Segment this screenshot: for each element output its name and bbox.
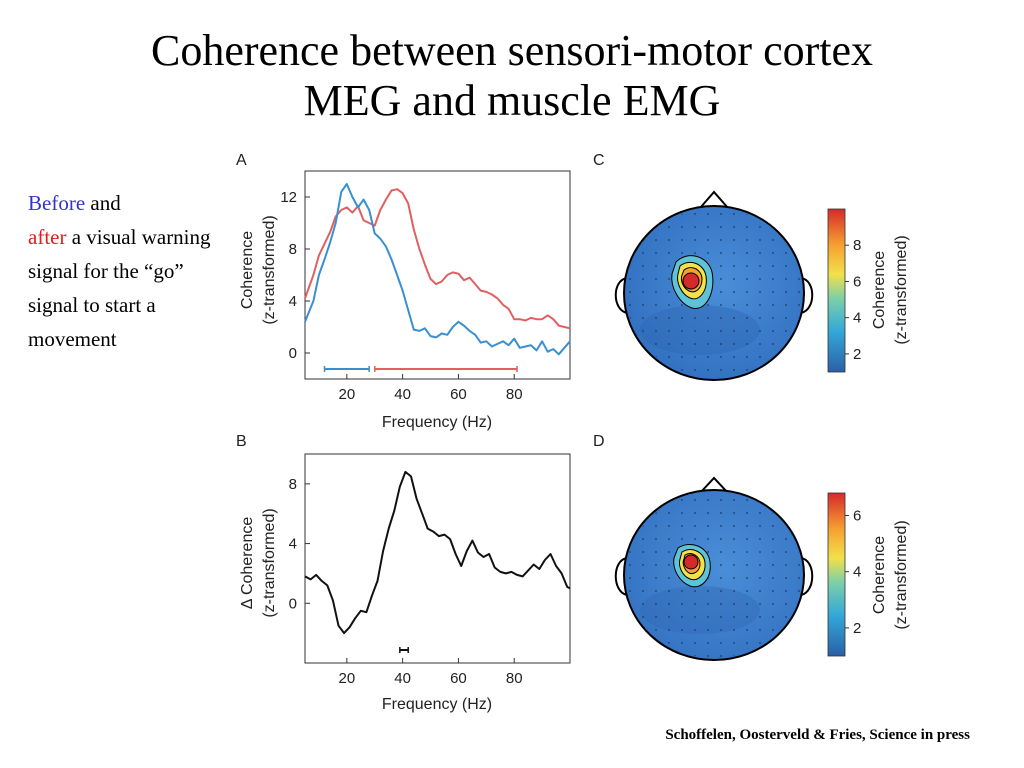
- series-line: [304, 188, 571, 330]
- panel-b-significance-bars: [399, 647, 409, 653]
- panel-a-y-axis-label-line-1: Coherence: [239, 231, 256, 309]
- y-tick-label: 4: [289, 293, 297, 310]
- panel-c-colorbar-label-line-1: Coherence: [871, 251, 888, 329]
- panel-b-series: [304, 470, 571, 635]
- side-note: Before and after a visual warning signal …: [28, 186, 218, 356]
- panel-b-frame: [304, 453, 571, 664]
- colorbar-tick-label: 4: [853, 310, 861, 327]
- x-tick-label: 40: [394, 670, 411, 687]
- panel-c-peak: [682, 272, 700, 290]
- panel-b-y-axis-label-line-1: Δ Coherence: [239, 517, 256, 610]
- panel-b-line-chart: 20 40 60 80 0 4 8 Frequency (Hz) Δ Coherence (…: [239, 453, 571, 713]
- colorbar-tick-label: 4: [853, 564, 861, 581]
- panel-d-sensor-array: [626, 492, 802, 658]
- colorbar-tick-label: 2: [853, 346, 861, 363]
- note-and-word: and: [85, 191, 121, 215]
- note-before-word: Before: [28, 191, 86, 215]
- panel-d-topography: 2 4 6 Coherence (z-transformed): [614, 476, 910, 661]
- slide-title-line-1: Coherence between sensori-motor cortex: [150, 26, 874, 75]
- panel-c-colorbar-ticks: 2 4 6 8: [845, 237, 861, 363]
- panel-d-colorbar-label-line-1: Coherence: [871, 536, 888, 614]
- panel-a-x-axis-label: Frequency (Hz): [382, 414, 492, 431]
- x-tick-label: 80: [506, 670, 523, 687]
- x-tick-label: 60: [450, 386, 467, 403]
- y-tick-label: 8: [289, 241, 297, 258]
- x-tick-label: 40: [394, 386, 411, 403]
- x-tick-label: 20: [338, 670, 355, 687]
- panel-c-hotspot: [671, 255, 714, 309]
- panel-d-colorbar-ticks: 2 4 6: [845, 507, 861, 637]
- panel-label-b: B: [236, 433, 247, 450]
- panel-c-sensor-array: [626, 208, 802, 378]
- panel-a-line-chart: 20 40 60 80 0 4 8 12 Frequency (Hz) Coherence (…: [239, 170, 571, 431]
- note-rest-text: a visual warning signal for the “go” sig…: [28, 225, 211, 351]
- panel-b-y-axis-label-line-2: (z-transformed): [261, 508, 278, 617]
- panel-d-colorbar-label-line-2: (z-transformed): [893, 520, 910, 629]
- x-tick-label: 60: [450, 670, 467, 687]
- series-line: [304, 183, 571, 356]
- panel-a-series: [304, 183, 571, 356]
- series-line: [304, 470, 571, 635]
- panel-d-hotspot: [673, 544, 711, 588]
- panel-label-a: A: [236, 152, 247, 169]
- panel-a-significance-bars: [323, 366, 518, 372]
- panel-c-topography: 2 4 6 8 Coherence (z-transformed): [614, 190, 910, 381]
- y-tick-label: 0: [289, 345, 297, 362]
- slide-title-line-2: MEG and muscle EMG: [303, 76, 721, 125]
- y-tick-label: 4: [289, 536, 297, 553]
- panel-b-ticks: 20 40 60 80 0 4 8: [289, 476, 523, 687]
- y-tick-label: 8: [289, 476, 297, 493]
- citation: Schoffelen, Oosterveld & Fries, Science …: [665, 727, 970, 743]
- panel-a-ticks: 20 40 60 80 0 4 8 12: [280, 189, 522, 403]
- panel-a-frame: [304, 170, 571, 380]
- panel-d-peak: [683, 554, 699, 570]
- panel-d-colorbar: [827, 492, 846, 657]
- note-after-word: after: [28, 225, 67, 249]
- panel-c-colorbar-label-line-2: (z-transformed): [893, 235, 910, 344]
- colorbar-tick-label: 8: [853, 237, 861, 254]
- y-tick-label: 12: [280, 189, 297, 206]
- panel-b-x-axis-label: Frequency (Hz): [382, 696, 492, 713]
- panel-label-d: D: [593, 433, 605, 450]
- colorbar-tick-label: 2: [853, 620, 861, 637]
- panel-label-c: C: [593, 152, 605, 169]
- x-tick-label: 80: [506, 386, 523, 403]
- colorbar-tick-label: 6: [853, 507, 861, 524]
- y-tick-label: 0: [289, 595, 297, 612]
- x-tick-label: 20: [338, 386, 355, 403]
- panel-a-y-axis-label-line-2: (z-transformed): [261, 215, 278, 324]
- slide-title: Coherence between sensori-motor cortex M…: [0, 26, 1024, 126]
- colorbar-tick-label: 6: [853, 273, 861, 290]
- panel-c-colorbar: [827, 208, 846, 373]
